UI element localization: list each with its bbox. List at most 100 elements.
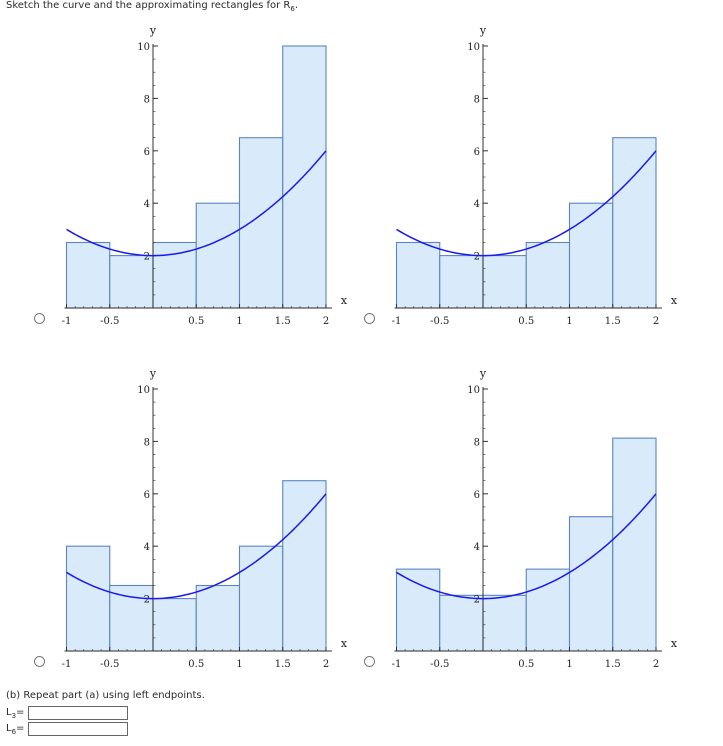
y-tick-label: 2 [144, 252, 150, 263]
x-axis-label: x [341, 294, 348, 307]
graph-option-2[interactable]: -1 -0.5 0.5 1 1.5 2 2 4 6 8 10 x y [374, 10, 704, 345]
approx-rectangle [568, 202, 614, 309]
prompt-text: Sketch the curve and the approximating r… [6, 0, 291, 11]
approx-rectangle [439, 255, 484, 309]
y-tick-label: 2 [144, 595, 150, 606]
x-tick-label: -0.5 [430, 316, 449, 327]
l3-answer-input[interactable] [28, 706, 128, 720]
x-tick-label: 0.5 [188, 659, 204, 670]
y-tick-label: 10 [137, 385, 150, 396]
approx-rectangle [395, 241, 441, 309]
x-tick-label: 2 [653, 659, 659, 670]
graph-svg: -1 -0.5 0.5 1 1.5 2 2 4 6 8 10 x y [62, 24, 348, 327]
approx-rectangle [525, 568, 571, 652]
x-tick-label: 1.5 [275, 316, 291, 327]
x-tick-label: 1 [236, 659, 242, 670]
l3-row: L3= [6, 706, 128, 720]
x-tick-label: -1 [62, 316, 72, 327]
x-tick-label: 2 [323, 659, 329, 670]
x-axis-label: x [671, 294, 678, 307]
y-tick-label: 4 [474, 199, 480, 210]
y-tick-label: 10 [467, 42, 480, 53]
prompt-end: . [294, 0, 299, 11]
x-tick-label: 0.5 [188, 316, 204, 327]
x-tick-label: 1.5 [605, 316, 621, 327]
x-tick-label: -1 [392, 316, 402, 327]
approx-rectangle [482, 594, 527, 652]
part-b-heading: (b) Repeat part (a) using left endpoints… [6, 690, 205, 701]
y-tick-label: 8 [474, 94, 480, 105]
x-tick-label: -1 [62, 659, 72, 670]
approx-rectangle [482, 255, 527, 309]
function-curve [66, 493, 327, 600]
option-radio-4[interactable] [364, 656, 375, 667]
graph-option-4[interactable]: -1 -0.5 0.5 1 1.5 2 2 4 6 8 10 x y [374, 353, 704, 688]
approx-rectangle [152, 598, 197, 652]
y-axis-label: y [149, 367, 157, 380]
approx-rectangle [568, 516, 614, 652]
x-tick-label: -0.5 [100, 316, 119, 327]
graph-svg: -1 -0.5 0.5 1 1.5 2 2 4 6 8 10 x y [62, 367, 348, 670]
graph-svg: -1 -0.5 0.5 1 1.5 2 2 4 6 8 10 x y [392, 367, 678, 670]
prompt-subscript: 6 [290, 5, 295, 13]
l6-answer-input[interactable] [28, 722, 128, 736]
approx-rectangle [525, 241, 571, 309]
y-tick-label: 4 [474, 542, 480, 553]
x-axis-label: x [671, 637, 678, 650]
function-curve [396, 150, 657, 257]
approx-rectangle [109, 255, 154, 309]
approx-rectangle [395, 568, 441, 652]
y-tick-label: 8 [144, 437, 150, 448]
graph-option-1[interactable]: -1 -0.5 0.5 1 1.5 2 2 4 6 8 10 x y [44, 10, 374, 345]
x-tick-label: 1.5 [275, 659, 291, 670]
approx-rectangle [65, 545, 111, 652]
y-tick-label: 6 [474, 147, 480, 158]
option-radio-2[interactable] [364, 313, 375, 324]
graph-option-3[interactable]: -1 -0.5 0.5 1 1.5 2 2 4 6 8 10 x y [44, 353, 374, 688]
function-curve [66, 150, 327, 257]
y-tick-label: 6 [474, 490, 480, 501]
y-tick-label: 4 [144, 542, 150, 553]
approx-rectangle [195, 202, 241, 309]
l3-label: L3= [6, 706, 25, 720]
x-tick-label: 2 [323, 316, 329, 327]
x-tick-label: 0.5 [518, 659, 534, 670]
x-tick-label: 1 [566, 316, 572, 327]
approx-rectangle [282, 480, 327, 652]
y-tick-label: 6 [144, 147, 150, 158]
x-tick-label: 1.5 [605, 659, 621, 670]
y-axis-label: y [479, 24, 487, 37]
y-axis-label: y [479, 367, 487, 380]
x-tick-label: 2 [653, 316, 659, 327]
y-tick-label: 10 [467, 385, 480, 396]
x-axis-label: x [341, 637, 348, 650]
approx-rectangle [238, 137, 284, 309]
x-tick-label: -0.5 [100, 659, 119, 670]
x-tick-label: 1 [236, 316, 242, 327]
y-axis-label: y [149, 24, 157, 37]
approx-rectangle [612, 437, 657, 652]
l6-row: L6= [6, 722, 128, 736]
y-tick-label: 10 [137, 42, 150, 53]
y-tick-label: 2 [474, 595, 480, 606]
approx-rectangle [152, 241, 197, 309]
approx-rectangle [282, 45, 327, 309]
y-tick-label: 4 [144, 199, 150, 210]
x-tick-label: -1 [392, 659, 402, 670]
approx-rectangle [238, 545, 284, 652]
option-radio-1[interactable] [34, 313, 45, 324]
y-tick-label: 2 [474, 252, 480, 263]
approx-rectangle [612, 137, 657, 309]
question-prompt: Sketch the curve and the approximating r… [6, 0, 298, 13]
function-curve [396, 493, 657, 600]
y-tick-label: 8 [474, 437, 480, 448]
graph-svg: -1 -0.5 0.5 1 1.5 2 2 4 6 8 10 x y [392, 24, 678, 327]
x-tick-label: 0.5 [518, 316, 534, 327]
option-radio-3[interactable] [34, 656, 45, 667]
y-tick-label: 8 [144, 94, 150, 105]
l6-label: L6= [6, 722, 25, 736]
y-tick-label: 6 [144, 490, 150, 501]
x-tick-label: 1 [566, 659, 572, 670]
x-tick-label: -0.5 [430, 659, 449, 670]
approx-rectangle [65, 241, 111, 309]
